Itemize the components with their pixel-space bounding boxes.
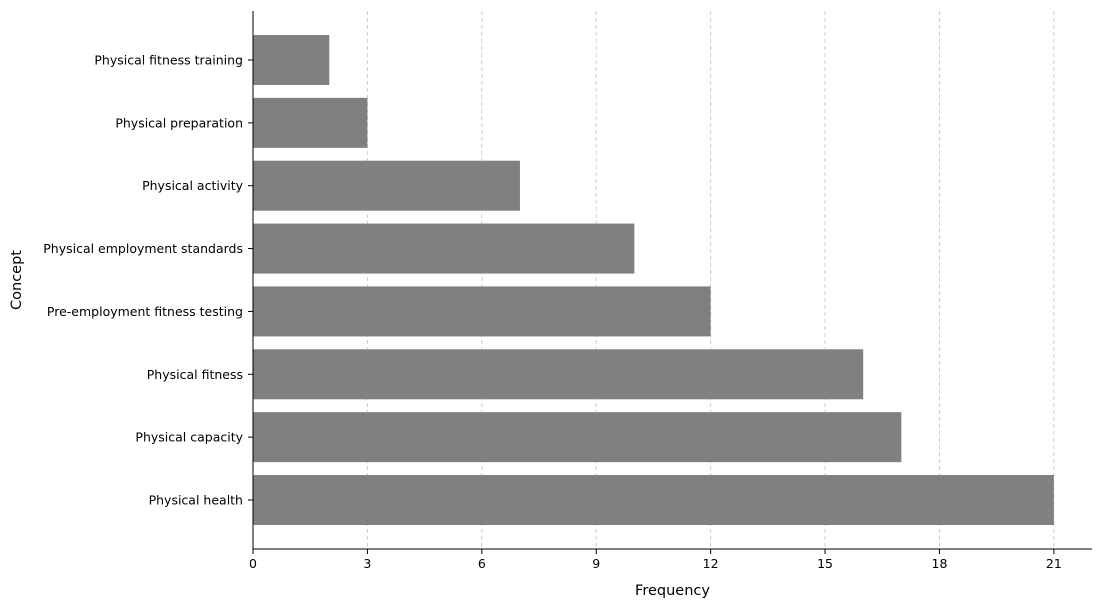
y-tick-label: Physical fitness training <box>94 53 243 68</box>
bar-physical-preparation <box>253 97 368 148</box>
y-axis-ticks: Physical fitness training Physical prepar… <box>43 53 253 508</box>
bar-pre-employment-fitness-testing <box>253 286 711 337</box>
axes <box>252 11 1092 550</box>
x-axis-ticks: 0 3 6 9 12 15 18 21 <box>249 549 1062 571</box>
x-axis-title: Frequency <box>635 583 710 599</box>
x-tick-label: 21 <box>1046 556 1062 571</box>
bar-physical-health <box>253 475 1054 525</box>
bar-physical-capacity <box>253 412 902 463</box>
x-tick-label: 0 <box>249 556 257 571</box>
x-tick-label: 18 <box>932 556 948 571</box>
x-tick-label: 9 <box>592 556 600 571</box>
x-tick-label: 12 <box>703 556 719 571</box>
y-tick-label: Physical health <box>149 493 243 508</box>
bar-physical-fitness <box>253 349 864 400</box>
bar-physical-employment-standards <box>253 223 635 274</box>
y-axis-title: Concept <box>9 250 25 310</box>
x-tick-label: 6 <box>478 556 486 571</box>
y-tick-label: Physical employment standards <box>43 241 243 256</box>
y-tick-label: Physical fitness <box>147 367 243 382</box>
y-tick-label: Physical activity <box>142 178 243 193</box>
y-tick-label: Pre-employment fitness testing <box>47 304 243 319</box>
bars <box>253 35 1054 525</box>
bar-physical-fitness-training <box>253 35 330 85</box>
grid-lines <box>366 11 1055 549</box>
bar-physical-activity <box>253 160 520 211</box>
x-tick-label: 3 <box>363 556 371 571</box>
x-tick-label: 15 <box>817 556 833 571</box>
y-tick-label: Physical capacity <box>135 430 243 445</box>
y-tick-label: Physical preparation <box>115 115 243 130</box>
